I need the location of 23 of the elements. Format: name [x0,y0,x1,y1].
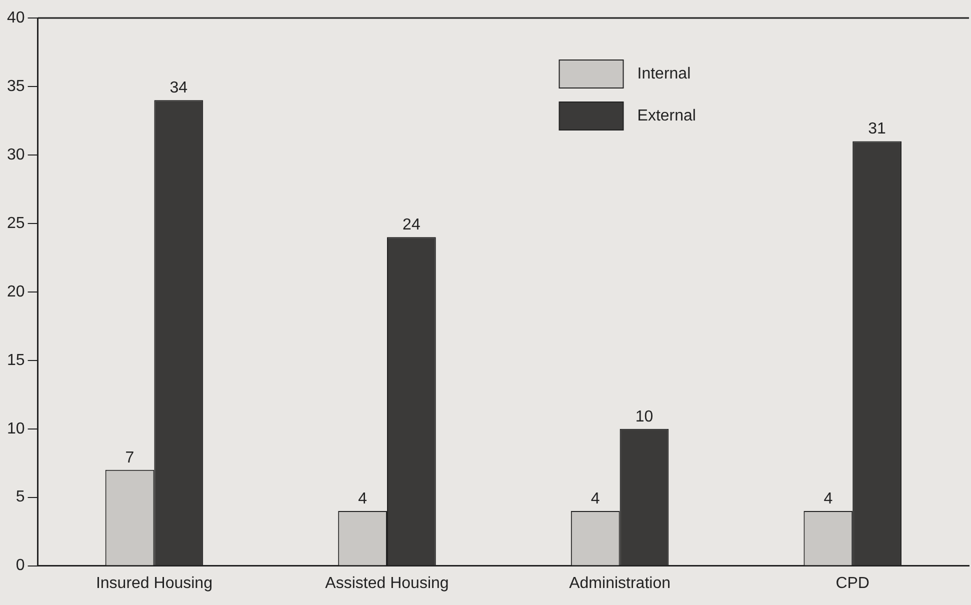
y-tick-label: 5 [16,488,25,506]
data-label: 4 [590,490,600,508]
x-tick-label: Assisted Housing [325,574,449,592]
data-label: 10 [635,408,654,426]
y-tick-label: 15 [7,352,25,369]
x-tick-label: CPD [836,574,870,592]
y-tick-label: 0 [16,557,25,574]
legend-label: Internal [637,65,691,82]
data-label: 4 [358,490,368,508]
legend-label: External [637,107,696,124]
x-tick-label: Insured Housing [96,574,212,592]
data-label: 4 [824,490,833,508]
data-label: 31 [868,120,886,138]
y-tick-label: 35 [7,78,25,95]
y-tick-label: 20 [7,283,25,300]
y-tick-label: 10 [7,420,25,438]
y-tick-label: 25 [7,214,25,232]
data-label: 24 [402,216,420,234]
x-tick-label: Administration [569,574,670,592]
y-tick-label: 30 [7,146,25,164]
y-tick-label: 40 [7,9,25,26]
data-label: 7 [125,449,134,466]
data-label: 34 [170,80,188,97]
